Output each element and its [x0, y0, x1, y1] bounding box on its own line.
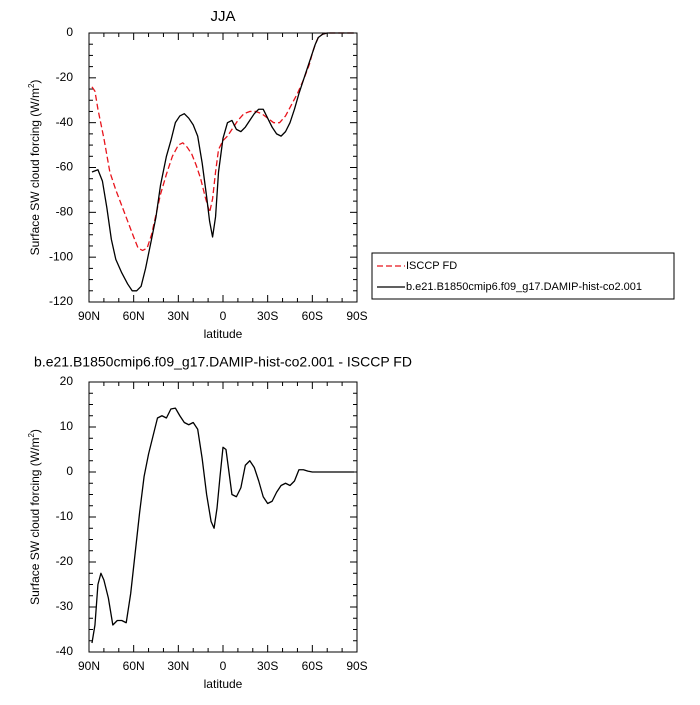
y-axis-label-superscript: 2: [27, 83, 36, 88]
x-tick-label: 30N: [167, 659, 189, 673]
y-tick-label: -30: [56, 599, 74, 613]
y-axis-label-end: ): [28, 80, 42, 84]
x-tick-label: 0: [220, 309, 227, 323]
y-tick-label: -20: [56, 70, 74, 84]
chart-title: JJA: [210, 8, 235, 25]
y-axis-label: Surface SW cloud forcing (W/m2): [27, 429, 42, 605]
x-tick-label: 90N: [78, 309, 100, 323]
x-tick-label: 60S: [302, 309, 323, 323]
y-tick-label: -40: [56, 115, 74, 129]
series-line-2: [91, 32, 355, 292]
plot-frame: [88, 32, 358, 303]
y-tick-label: -40: [56, 644, 74, 658]
y-axis-label-end: ): [28, 429, 42, 433]
legend-label-1: ISCCP FD: [406, 260, 457, 272]
y-tick-label: -100: [49, 249, 73, 263]
y-tick-label: 10: [60, 419, 74, 433]
x-tick-label: 30S: [257, 309, 278, 323]
series-line-1: [91, 407, 355, 644]
chart-1: JJA 90N 60N 30N 0 30S 60S 90S 0 -20 -40 -60 -80 -100 -…: [27, 8, 675, 341]
y-tick-label: 0: [66, 464, 73, 478]
x-tick-label: 30S: [257, 659, 278, 673]
x-tick-label: 30N: [167, 309, 189, 323]
y-tick-label: -80: [56, 205, 74, 219]
x-tick-label: 0: [220, 659, 227, 673]
y-axis-label-text: Surface SW cloud forcing (W/m: [28, 438, 42, 605]
y-tick-label: 0: [66, 25, 73, 39]
y-tick-label: -10: [56, 509, 74, 523]
x-axis-label: latitude: [204, 677, 243, 691]
y-tick-label: -20: [56, 554, 74, 568]
chart-title: b.e21.B1850cmip6.f09_g17.DAMIP-hist-co2.…: [34, 354, 412, 370]
legend-label-2: b.e21.B1850cmip6.f09_g17.DAMIP-hist-co2.…: [406, 281, 642, 293]
x-tick-label: 60N: [123, 309, 145, 323]
x-tick-label: 90S: [346, 659, 367, 673]
chart-2: b.e21.B1850cmip6.f09_g17.DAMIP-hist-co2.…: [27, 354, 412, 691]
y-axis-label: Surface SW cloud forcing (W/m2): [27, 80, 42, 256]
y-tick-label: -120: [49, 294, 73, 308]
y-axis-label-text: Surface SW cloud forcing (W/m: [28, 88, 42, 255]
y-axis-label-superscript: 2: [27, 433, 36, 438]
x-tick-label: 60N: [123, 659, 145, 673]
x-tick-label: 90S: [346, 309, 367, 323]
x-tick-label: 90N: [78, 659, 100, 673]
legend-box: [371, 252, 675, 300]
x-axis-label: latitude: [204, 327, 243, 341]
series-line-1: [91, 32, 355, 252]
y-tick-label: -60: [56, 160, 74, 174]
x-tick-label: 60S: [302, 659, 323, 673]
y-tick-label: 20: [60, 374, 74, 388]
plot-frame: [88, 381, 358, 653]
